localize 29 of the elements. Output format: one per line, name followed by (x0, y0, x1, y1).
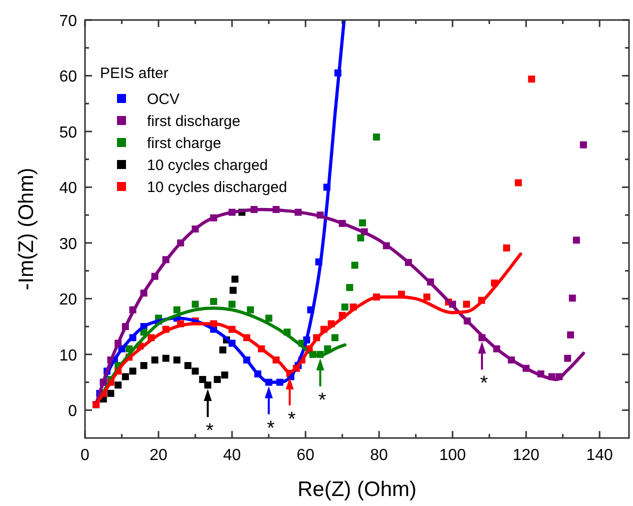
legend-label: first charge (147, 135, 222, 152)
annotation: * (266, 417, 275, 440)
annotation: * (318, 389, 326, 412)
y-tick-label: 30 (59, 236, 78, 253)
legend-label: OCV (147, 91, 180, 108)
legend-title: PEIS after (100, 65, 168, 82)
y-tick-label: 50 (59, 124, 78, 142)
y-tick-label: 20 (59, 292, 78, 309)
legend-label: 10 cycles discharged (147, 179, 288, 196)
x-tick-label: 120 (512, 447, 540, 464)
y-tick-label: 10 (59, 347, 78, 364)
x-axis-title: Re(Z) (Ohm) (298, 478, 416, 501)
x-tick-label: 20 (150, 447, 168, 464)
y-tick-label: 0 (68, 403, 78, 420)
x-tick-label: 0 (80, 447, 90, 464)
legend-label: first discharge (147, 113, 240, 130)
x-tick-label: 40 (223, 447, 242, 464)
legend-label: 10 cycles charged (147, 157, 268, 174)
x-tick-label: 60 (296, 447, 315, 464)
x-tick-label: 80 (370, 447, 388, 464)
annotation: * (206, 420, 214, 442)
y-tick-label: 70 (59, 13, 78, 30)
x-tick-label: 100 (439, 447, 466, 464)
y-tick-label: 40 (59, 180, 78, 198)
y-tick-label: 60 (59, 68, 78, 86)
annotation: * (480, 372, 488, 395)
annotation: * (288, 408, 296, 430)
y-axis-title: -Im(Z) (Ohm) (15, 168, 38, 290)
x-tick-label: 140 (586, 447, 614, 464)
